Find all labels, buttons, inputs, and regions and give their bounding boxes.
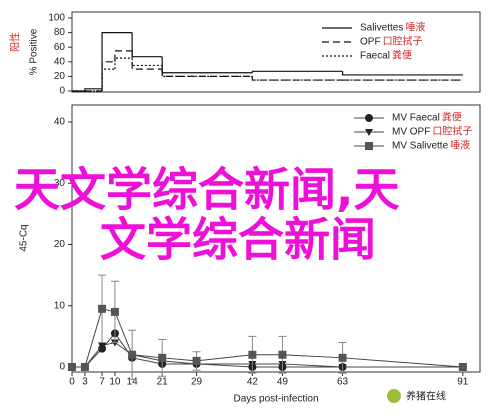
step-segment xyxy=(161,56,253,74)
legend-label: MV Salivette xyxy=(392,141,449,152)
y-tick-label: 30 xyxy=(54,178,66,189)
legend-label: MV Faecal xyxy=(392,113,440,124)
y-tick-label: 40 xyxy=(54,56,66,67)
y-label: 45-Cq xyxy=(19,224,30,251)
marker xyxy=(192,356,201,365)
y-label-cn: 阳性 xyxy=(9,32,22,52)
step-segment xyxy=(161,65,253,77)
x-tick-label: 91 xyxy=(457,377,469,388)
x-tick-label: 14 xyxy=(127,377,139,388)
y-tick-label: 0 xyxy=(59,362,65,373)
step-segment xyxy=(161,69,253,77)
x-tick-label: 7 xyxy=(99,377,105,388)
x-tick-label: 42 xyxy=(247,377,259,388)
legend-marker xyxy=(365,142,373,150)
watermark: 养猪在线 xyxy=(406,390,446,403)
legend-marker xyxy=(365,129,373,136)
marker xyxy=(458,363,467,371)
marker xyxy=(278,350,287,359)
y-tick-label: 40 xyxy=(54,117,66,128)
legend-label: Faecal xyxy=(360,51,390,62)
legend-label-cn: 粪便 xyxy=(442,111,462,124)
marker xyxy=(128,350,137,359)
x-tick-label: 3 xyxy=(82,377,88,388)
x-tick-label: 63 xyxy=(337,377,349,388)
top-frame xyxy=(71,11,481,93)
step-segment xyxy=(251,76,343,81)
overlay-text: 天文学综合新闻,天 xyxy=(14,163,399,217)
step-segment xyxy=(101,68,115,91)
y-tick-label: 20 xyxy=(54,71,66,82)
y-tick-label: 0 xyxy=(59,86,65,97)
legend-label-cn: 口腔拭子 xyxy=(383,35,423,48)
y-tick-label: 10 xyxy=(54,300,66,311)
step-segment xyxy=(101,32,115,89)
step-segment xyxy=(251,70,343,73)
step-segment xyxy=(131,58,163,67)
marker xyxy=(110,307,119,316)
marker xyxy=(248,350,257,359)
legend-label-cn: 唾液 xyxy=(450,139,470,152)
step-segment xyxy=(131,32,163,58)
bottom-frame xyxy=(71,104,481,373)
y-tick-label: 20 xyxy=(54,239,66,250)
legend-label: MV OPF xyxy=(392,127,430,138)
x-tick-label: 21 xyxy=(157,377,169,388)
x-tick-label: 0 xyxy=(69,377,75,388)
legend-label-cn: 粪便 xyxy=(392,49,412,62)
y-label: % Positive xyxy=(29,28,40,75)
step-segment xyxy=(114,50,133,62)
overlay-text: 文学综合新闻 xyxy=(100,213,376,267)
y-tick-label: 60 xyxy=(54,42,66,53)
step-segment xyxy=(131,50,163,70)
step-segment xyxy=(101,61,115,91)
marker xyxy=(80,363,89,371)
y-tick-label: 80 xyxy=(54,27,66,38)
marker xyxy=(338,353,347,362)
legend-label-cn: 唾液 xyxy=(405,21,425,34)
y-tick-label: 100 xyxy=(48,13,65,24)
x-tick-label: 49 xyxy=(277,377,289,388)
step-segment xyxy=(341,71,463,76)
marker xyxy=(158,353,167,362)
step-segment xyxy=(84,88,103,91)
watermark-icon xyxy=(387,389,401,403)
step-segment xyxy=(114,57,133,70)
marker xyxy=(98,342,107,350)
marker xyxy=(98,304,107,313)
x-tick-label: 10 xyxy=(109,377,121,388)
legend-label: OPF xyxy=(360,37,381,48)
legend-label: Salivettes xyxy=(360,23,403,34)
x-tick-label: 29 xyxy=(191,377,203,388)
marker xyxy=(68,363,76,371)
legend-marker xyxy=(365,114,373,122)
legend-label-cn: 口腔拭子 xyxy=(432,125,472,138)
x-label: Days post-infection xyxy=(233,394,318,405)
